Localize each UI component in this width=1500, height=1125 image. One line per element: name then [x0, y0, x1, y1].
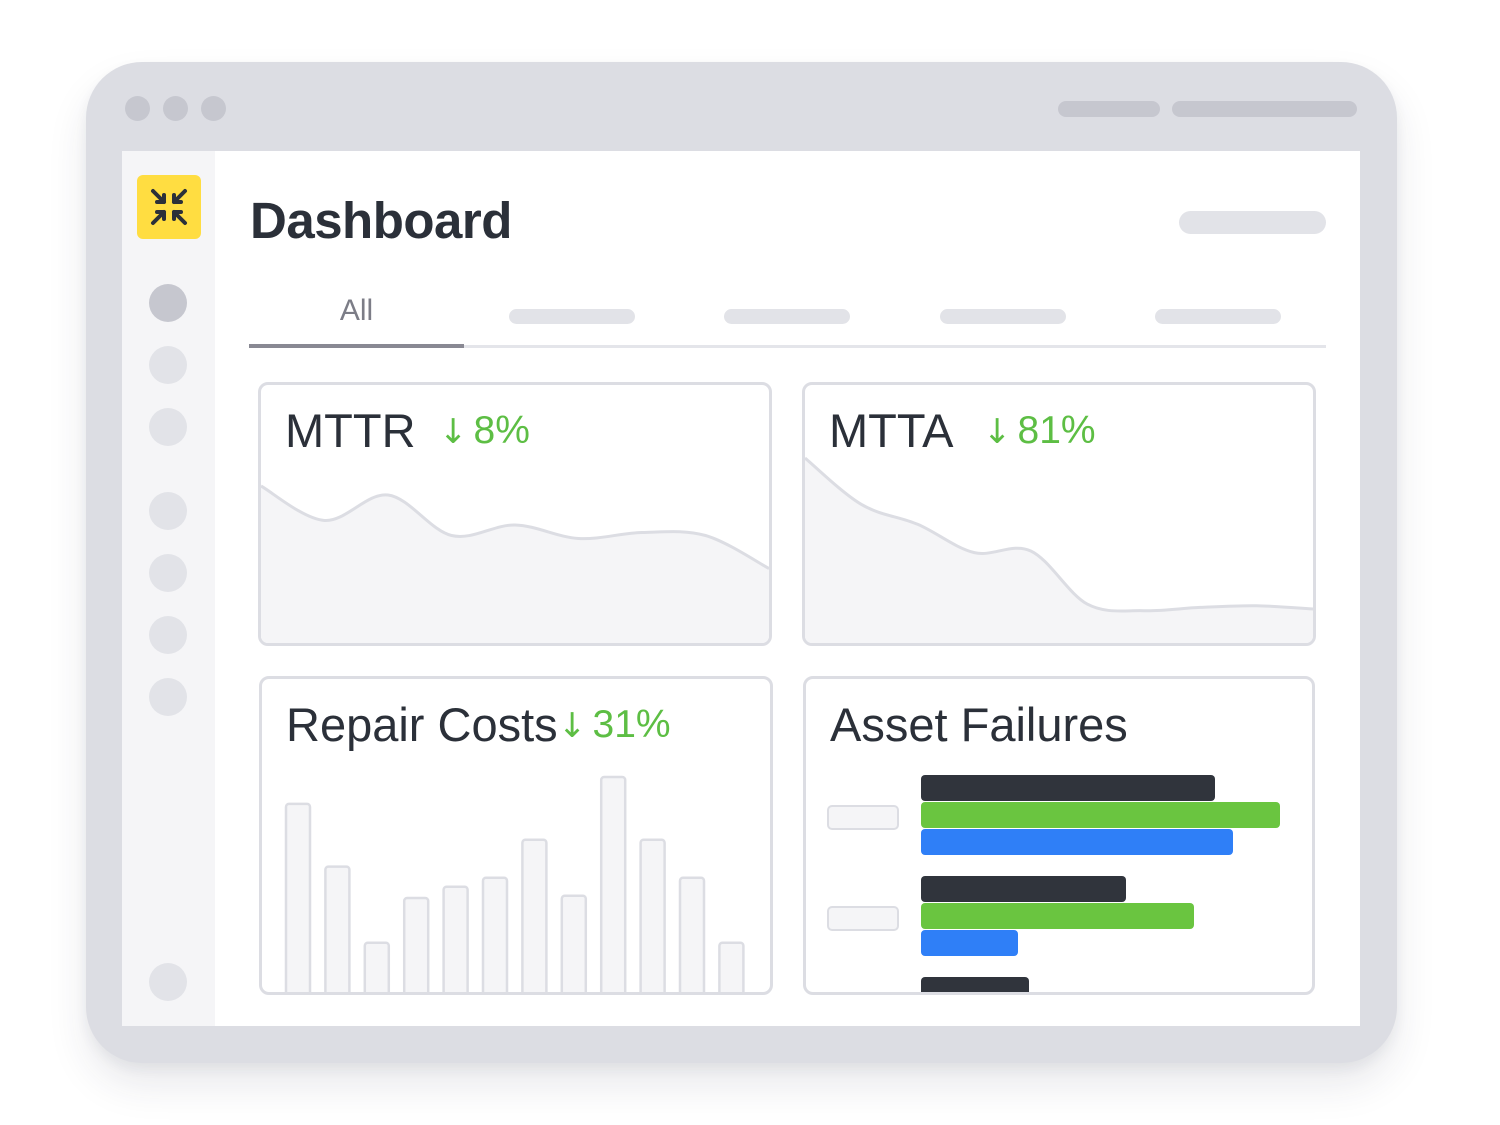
- bar: [521, 838, 548, 992]
- page-title: Dashboard: [250, 192, 512, 249]
- bar: [599, 775, 627, 992]
- mttr-area-chart: [261, 484, 769, 643]
- sidebar-item-3[interactable]: [149, 408, 187, 446]
- sidebar: [122, 151, 215, 1026]
- mtta-area-chart: [805, 456, 1313, 643]
- address-bar-placeholder: [1172, 101, 1357, 117]
- hbar: [921, 903, 1194, 929]
- hbar: [921, 876, 1126, 902]
- app-logo[interactable]: [137, 175, 201, 239]
- repair-costs-delta: ↓ 31%: [558, 703, 671, 747]
- header-action-placeholder[interactable]: [1179, 211, 1326, 234]
- bar: [402, 896, 430, 992]
- app-screen: Dashboard All MTTR ↓ 8% MTTA ↓ 81% Repair: [122, 151, 1360, 1026]
- bar: [560, 894, 588, 992]
- bar: [481, 876, 509, 992]
- window-control-dot[interactable]: [125, 96, 150, 121]
- tab-placeholder[interactable]: [1155, 309, 1281, 324]
- sidebar-item-5[interactable]: [149, 554, 187, 592]
- category-label-placeholder: [827, 906, 899, 931]
- hbar: [921, 775, 1216, 801]
- sidebar-item-4[interactable]: [149, 492, 187, 530]
- card-title: Repair Costs: [286, 698, 558, 751]
- card-title: Asset Failures: [830, 698, 1128, 751]
- bar: [442, 885, 469, 992]
- main-content: Dashboard All MTTR ↓ 8% MTTA ↓ 81% Repair: [215, 151, 1360, 1026]
- arrow-down-icon: ↓: [439, 412, 468, 452]
- category-label-placeholder: [827, 805, 899, 830]
- arrow-down-icon: ↓: [983, 412, 1012, 452]
- mttr-card[interactable]: MTTR ↓ 8%: [258, 382, 772, 646]
- repair-costs-bar-chart: [284, 775, 745, 992]
- mtta-card[interactable]: MTTA ↓ 81%: [802, 382, 1316, 646]
- bar: [284, 802, 312, 992]
- bar: [324, 865, 351, 992]
- asset-failures-card[interactable]: Asset Failures: [803, 676, 1315, 995]
- area-fill: [805, 458, 1313, 643]
- address-bar-placeholder: [1058, 101, 1160, 117]
- bar: [678, 876, 706, 992]
- arrow-down-icon: ↓: [558, 706, 587, 746]
- collapse-arrows-icon: [151, 189, 187, 225]
- hbar: [921, 802, 1280, 828]
- window-control-dot[interactable]: [163, 96, 188, 121]
- sidebar-item-1[interactable]: [149, 284, 187, 322]
- tabs-divider: [249, 345, 1326, 348]
- sidebar-item-7[interactable]: [149, 678, 187, 716]
- tab-placeholder[interactable]: [724, 309, 850, 324]
- bar: [639, 838, 666, 992]
- card-title: MTTR: [285, 404, 416, 457]
- hbar: [921, 829, 1234, 855]
- mttr-delta: ↓ 8%: [439, 409, 530, 453]
- repair-costs-card[interactable]: Repair Costs ↓ 31%: [259, 676, 773, 995]
- hbar: [921, 930, 1018, 956]
- bar: [718, 941, 745, 992]
- hbar: [921, 977, 1029, 992]
- delta-value: 8%: [473, 409, 530, 452]
- area-line: [261, 484, 769, 570]
- bar: [363, 941, 391, 992]
- sidebar-item-2[interactable]: [149, 346, 187, 384]
- tab-placeholder[interactable]: [509, 309, 635, 324]
- area-fill: [261, 486, 769, 643]
- tab-all[interactable]: All: [249, 291, 464, 348]
- window-control-dot[interactable]: [201, 96, 226, 121]
- mtta-delta: ↓ 81%: [983, 409, 1096, 453]
- delta-value: 81%: [1017, 409, 1096, 452]
- sidebar-item-profile[interactable]: [149, 963, 187, 1001]
- card-title: MTTA: [829, 404, 954, 457]
- sidebar-item-6[interactable]: [149, 616, 187, 654]
- area-line: [805, 456, 1313, 613]
- delta-value: 31%: [592, 703, 671, 746]
- tab-placeholder[interactable]: [940, 309, 1066, 324]
